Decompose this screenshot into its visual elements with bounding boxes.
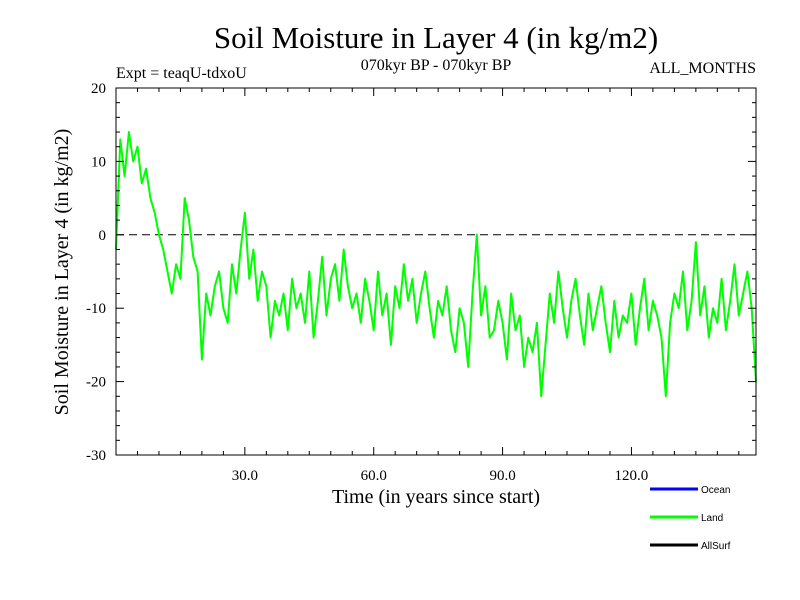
x-axis-label: Time (in years since start)	[332, 486, 540, 508]
series-line-land	[115, 131, 757, 398]
period-label: 070kyr BP - 070kyr BP	[361, 57, 512, 74]
x-tick-label: 60.0	[361, 468, 387, 484]
legend-label-allsurf: AllSurf	[701, 541, 731, 552]
plot-frame	[115, 87, 757, 456]
months-label: ALL_MONTHS	[649, 60, 756, 77]
experiment-label: Expt = teaqU-tdxoU	[116, 65, 247, 82]
y-tick-label: -30	[86, 448, 106, 464]
x-tick-label: 90.0	[489, 468, 515, 484]
x-tick-label: 120.0	[615, 468, 649, 484]
x-tick-label: 30.0	[232, 468, 258, 484]
legend-label-ocean: Ocean	[701, 485, 730, 496]
y-tick-label: 10	[91, 154, 106, 170]
x-axis-ticks: 30.0 60.0 90.0 120.0	[136, 88, 740, 484]
y-tick-label: 0	[99, 228, 107, 244]
y-axis-label: Soil Moisture in Layer 4 (in kg/m2)	[51, 129, 73, 416]
plot-area: 30.0 60.0 90.0 120.0 -30 -20 -10 0 10 20	[86, 81, 757, 484]
legend-label-land: Land	[701, 513, 723, 524]
y-tick-label: -20	[86, 375, 106, 391]
y-tick-label: 20	[91, 81, 106, 97]
chart-title: Soil Moisture in Layer 4 (in kg/m2)	[214, 20, 658, 55]
legend: Ocean Land AllSurf	[650, 485, 731, 552]
y-axis-ticks: -30 -20 -10 0 10 20	[86, 81, 756, 464]
y-tick-label: -10	[86, 301, 106, 317]
